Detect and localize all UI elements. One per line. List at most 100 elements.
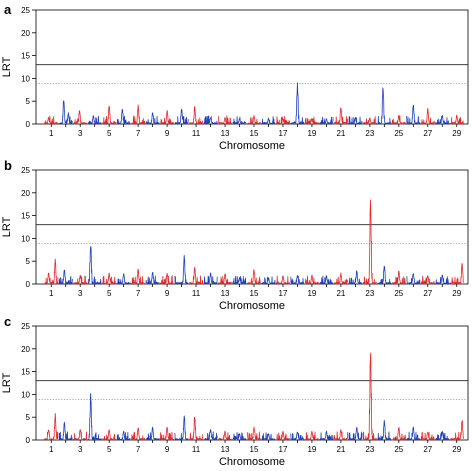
chromosome-trace-28 [435,431,450,441]
chromosome-trace-24 [377,419,392,441]
chromosome-trace-1 [44,115,59,125]
x-tick-label: 5 [107,129,112,138]
chromosome-trace-8 [145,112,160,125]
chromosome-trace-3 [73,274,88,285]
x-tick-label: 9 [165,289,170,298]
panel-letter: c [4,314,11,329]
x-tick-label: 11 [192,289,201,298]
chromosome-trace-21 [333,272,348,285]
x-tick-label: 1 [49,129,54,138]
chromosome-trace-17 [276,116,291,125]
chromosome-trace-13 [218,430,233,441]
chromosome-trace-15 [247,115,262,125]
y-tick-label: 25 [21,322,30,331]
chromosome-trace-7 [131,427,146,441]
y-tick-label: 25 [21,6,30,15]
y-axis-title: LRT [1,56,13,77]
chromosome-trace-5 [102,429,117,441]
chromosome-trace-27 [420,275,435,285]
chromosome-trace-27 [420,107,435,125]
chromosome-trace-26 [406,426,421,441]
y-tick-label: 0 [26,280,31,289]
chromosome-trace-12 [203,429,218,441]
chromosome-trace-2 [58,100,73,125]
chromosome-trace-19 [304,116,319,125]
chromosome-trace-28 [435,115,450,125]
x-tick-label: 17 [279,129,288,138]
chromosome-trace-5 [102,105,117,125]
x-tick-label: 15 [250,129,259,138]
y-tick-label: 20 [21,345,30,354]
chromosome-trace-9 [160,110,174,125]
x-tick-label: 5 [107,445,112,454]
chromosome-trace-13 [217,115,233,125]
chromosome-trace-29 [449,420,464,441]
x-tick-label: 13 [221,129,230,138]
x-tick-label: 3 [78,445,83,454]
x-tick-label: 27 [423,129,432,138]
chromosome-trace-23 [362,116,377,125]
chromosome-trace-8 [145,271,160,285]
plot-frame [35,169,469,285]
x-tick-label: 25 [394,289,403,298]
chromosome-trace-4 [87,393,102,441]
x-tick-label: 21 [336,289,345,298]
chromosome-trace-15 [246,269,261,285]
x-tick-label: 13 [221,289,230,298]
x-tick-label: 11 [192,445,201,454]
chromosome-trace-11 [189,416,204,441]
chromosome-trace-16 [261,276,276,285]
chromosome-trace-12 [203,115,218,125]
chromosome-trace-24 [377,265,392,285]
chromosome-trace-8 [145,426,160,441]
chromosome-trace-23 [362,352,377,441]
y-axis-title: LRT [1,216,13,237]
chromosome-trace-26 [406,104,421,125]
x-tick-label: 19 [307,445,316,454]
chromosome-trace-14 [232,431,247,441]
chromosome-trace-10 [174,108,189,125]
x-tick-label: 21 [336,129,345,138]
chromosome-trace-2 [58,421,73,441]
chromosome-trace-25 [391,114,406,125]
x-tick-label: 15 [250,289,259,298]
chromosome-trace-14 [232,116,247,125]
chromosome-trace-4 [87,246,102,285]
chromosome-trace-22 [348,270,363,285]
x-tick-label: 7 [136,129,141,138]
chromosome-trace-29 [449,114,464,125]
x-tick-label: 19 [307,289,316,298]
chromosome-trace-6 [116,430,131,441]
chromosome-trace-5 [102,272,117,285]
x-tick-label: 3 [78,289,83,298]
chromosome-trace-20 [319,116,334,125]
chromosome-trace-11 [189,106,204,125]
chromosome-trace-29 [449,263,464,285]
y-tick-label: 20 [21,189,30,198]
x-tick-label: 7 [136,289,141,298]
chromosome-trace-1 [44,413,59,441]
panel-letter: b [4,158,12,173]
y-tick-label: 15 [21,368,30,377]
x-tick-label: 29 [452,289,461,298]
chromosome-trace-11 [189,266,204,285]
chromosome-trace-23 [362,199,377,285]
x-tick-label: 25 [394,129,403,138]
chromosome-trace-6 [116,108,131,125]
y-tick-label: 0 [26,436,31,445]
x-tick-label: 11 [192,129,201,138]
chromosome-trace-9 [160,426,175,441]
chromosome-trace-13 [217,273,233,285]
x-tick-label: 15 [250,445,259,454]
x-tick-label: 23 [365,445,374,454]
chromosome-trace-17 [275,431,290,441]
chromosome-trace-21 [334,107,348,125]
y-tick-label: 15 [21,212,30,221]
x-tick-label: 27 [423,289,432,298]
y-tick-label: 15 [21,52,30,61]
chromosome-trace-18 [290,82,305,125]
